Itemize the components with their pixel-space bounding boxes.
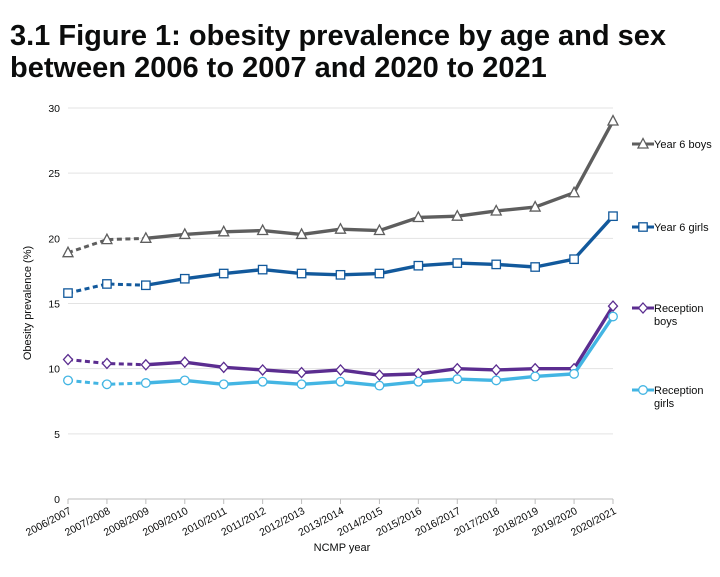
data-point-reception-girls <box>257 376 268 387</box>
data-point-reception-boys <box>62 353 74 366</box>
data-point-reception-girls <box>218 379 229 390</box>
data-point-year-6-girls <box>257 264 268 275</box>
data-point-reception-girls <box>101 379 112 390</box>
data-point-year-6-girls <box>530 262 540 272</box>
data-point-year-6-boys <box>61 245 75 258</box>
data-point-year-6-boys <box>606 114 620 126</box>
data-point-year-6-boys <box>567 185 581 198</box>
series-line-dashed-reception-boys <box>67 358 146 367</box>
legend-marker <box>637 302 649 314</box>
data-point-year-6-boys <box>100 232 114 245</box>
y-tick-label: 20 <box>48 233 60 245</box>
legend-label: Reception <box>654 385 704 397</box>
data-point-year-6-boys <box>139 231 152 243</box>
legend-item-year-6-boys: Year 6 boys <box>632 137 712 151</box>
series-line-dashed-reception-girls <box>67 378 146 386</box>
data-point-reception-boys <box>101 357 113 370</box>
data-point-year-6-girls <box>569 254 579 265</box>
series-reception-girls <box>63 311 618 391</box>
series-year-6-girls <box>63 211 618 298</box>
data-point-year-6-girls <box>296 268 307 279</box>
series-year-6-boys <box>61 114 620 258</box>
data-point-reception-girls <box>296 379 307 390</box>
data-point-reception-boys <box>607 300 619 313</box>
legend-label: Year 6 girls <box>654 222 709 234</box>
data-point-year-6-girls <box>374 268 385 279</box>
data-point-year-6-girls <box>335 269 346 280</box>
data-point-year-6-boys <box>529 200 542 212</box>
series-line-dashed-year-6-girls <box>67 282 146 295</box>
data-point-year-6-girls <box>452 258 463 268</box>
y-tick-label: 15 <box>48 299 60 311</box>
gridlines <box>68 107 613 435</box>
data-point-reception-girls <box>63 375 73 386</box>
data-point-reception-boys <box>451 362 463 375</box>
data-point-year-6-boys <box>295 227 308 240</box>
data-point-year-6-girls <box>491 259 502 270</box>
data-point-reception-girls <box>140 378 151 388</box>
data-point-reception-boys <box>296 366 307 379</box>
data-point-reception-girls <box>452 374 463 385</box>
series-reception-boys <box>62 300 619 382</box>
series-group <box>61 114 620 391</box>
data-point-reception-girls <box>608 311 618 322</box>
data-point-reception-boys <box>374 369 385 382</box>
data-point-reception-boys <box>335 363 346 376</box>
data-point-reception-boys <box>218 361 230 374</box>
data-point-year-6-boys <box>334 222 347 234</box>
y-axis-title: Obesity prevalence (%) <box>22 246 34 360</box>
data-point-reception-girls <box>530 371 541 382</box>
y-axis-ticks: 0 5 10 15 20 25 30 <box>48 103 60 506</box>
data-point-year-6-boys <box>490 204 503 216</box>
series-line-year-6-boys <box>145 120 615 241</box>
data-point-year-6-boys <box>373 223 386 236</box>
data-point-reception-boys <box>257 363 269 376</box>
data-point-year-6-girls <box>179 273 190 284</box>
data-point-year-6-boys <box>217 224 230 237</box>
data-point-reception-girls <box>491 375 502 386</box>
legend-marker <box>638 385 648 395</box>
data-point-year-6-boys <box>451 209 464 221</box>
x-axis-ticks: 2006/20072007/20082008/20092009/20102010… <box>24 499 619 539</box>
legend-marker <box>638 222 648 232</box>
data-point-reception-girls <box>179 375 190 386</box>
data-point-year-6-boys <box>178 227 191 240</box>
legend-label: boys <box>654 316 678 328</box>
x-axis-title: NCMP year <box>314 542 371 554</box>
data-point-reception-boys <box>490 363 502 376</box>
data-point-year-6-girls <box>63 288 73 298</box>
legend-label: Year 6 boys <box>654 139 712 151</box>
data-point-year-6-girls <box>608 211 618 222</box>
chart-title: 3.1 Figure 1: obesity prevalence by age … <box>10 20 666 84</box>
data-point-year-6-girls <box>218 268 229 279</box>
legend-item-year-6-girls: Year 6 girls <box>632 222 709 234</box>
data-point-year-6-girls <box>413 260 424 271</box>
series-line-reception-boys <box>145 305 615 377</box>
y-tick-label: 30 <box>48 103 60 115</box>
legend-marker <box>636 137 650 149</box>
data-point-year-6-girls <box>141 280 151 291</box>
y-tick-label: 25 <box>48 168 60 180</box>
legend-label: Reception <box>654 303 704 315</box>
y-tick-label: 0 <box>54 494 60 506</box>
data-point-reception-girls <box>335 376 346 387</box>
y-tick-label: 5 <box>54 429 60 441</box>
data-point-reception-boys <box>179 356 191 369</box>
data-point-year-6-boys <box>256 223 269 236</box>
data-point-reception-girls <box>569 368 580 379</box>
data-point-reception-girls <box>374 380 385 391</box>
legend-label: girls <box>654 398 675 410</box>
y-tick-label: 10 <box>48 364 60 376</box>
data-point-reception-girls <box>413 376 424 387</box>
data-point-reception-boys <box>140 358 152 371</box>
data-point-year-6-boys <box>412 210 425 223</box>
data-point-year-6-girls <box>102 279 112 289</box>
